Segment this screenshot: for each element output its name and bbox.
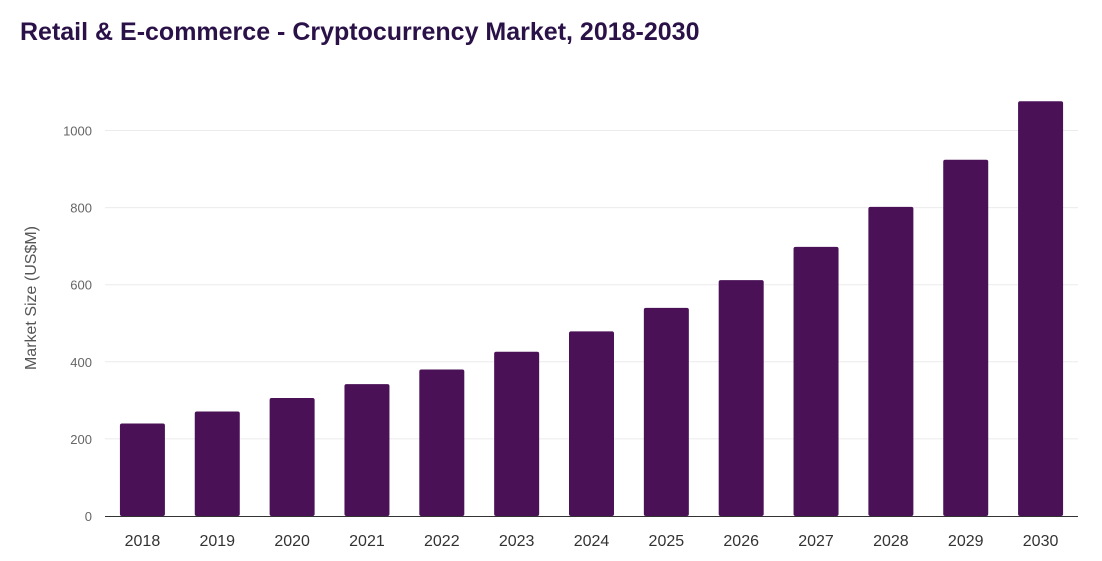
x-tick-label: 2028 (873, 533, 909, 550)
bar-2026 (718, 280, 764, 516)
bar-2024 (569, 331, 614, 516)
bar-2022 (419, 369, 465, 516)
x-tick-label: 2027 (798, 533, 834, 550)
x-tick-label: 2024 (574, 533, 610, 550)
y-tick-label: 600 (70, 278, 92, 293)
x-tick-label: 2018 (125, 533, 161, 550)
y-tick-label: 400 (70, 355, 92, 370)
y-axis-title: Market Size (US$M) (23, 226, 40, 370)
x-tick-label: 2030 (1023, 533, 1059, 550)
bar-2025 (643, 307, 689, 516)
x-tick-label: 2019 (199, 533, 235, 550)
y-axis-ticks: 0 200 400 600 800 1000 (63, 124, 92, 525)
bar-2018 (119, 423, 165, 516)
bar-2020 (269, 398, 315, 516)
x-tick-label: 2025 (649, 533, 685, 550)
x-axis-ticks: 2018 2019 2020 2021 2022 2023 2024 2025 2026 2027… (125, 533, 1059, 550)
bar-2023 (494, 351, 540, 516)
bar-2027 (793, 246, 839, 516)
bar-2019 (194, 411, 240, 516)
x-tick-label: 2021 (349, 533, 385, 550)
x-tick-label: 2023 (499, 533, 535, 550)
bar-2028 (868, 206, 914, 517)
bar-2030 (1018, 101, 1064, 517)
y-tick-label: 1000 (63, 124, 92, 139)
y-tick-label: 0 (85, 509, 92, 524)
x-tick-label: 2020 (274, 533, 310, 550)
x-tick-label: 2026 (723, 533, 759, 550)
bars (119, 101, 1064, 517)
y-tick-label: 200 (70, 432, 92, 447)
bar-2021 (344, 384, 390, 516)
y-tick-label: 800 (70, 201, 92, 216)
x-tick-label: 2022 (424, 533, 460, 550)
bar-2029 (943, 159, 989, 516)
chart-title: Retail & E-commerce - Cryptocurrency Mar… (20, 18, 700, 46)
x-tick-label: 2029 (948, 533, 984, 550)
